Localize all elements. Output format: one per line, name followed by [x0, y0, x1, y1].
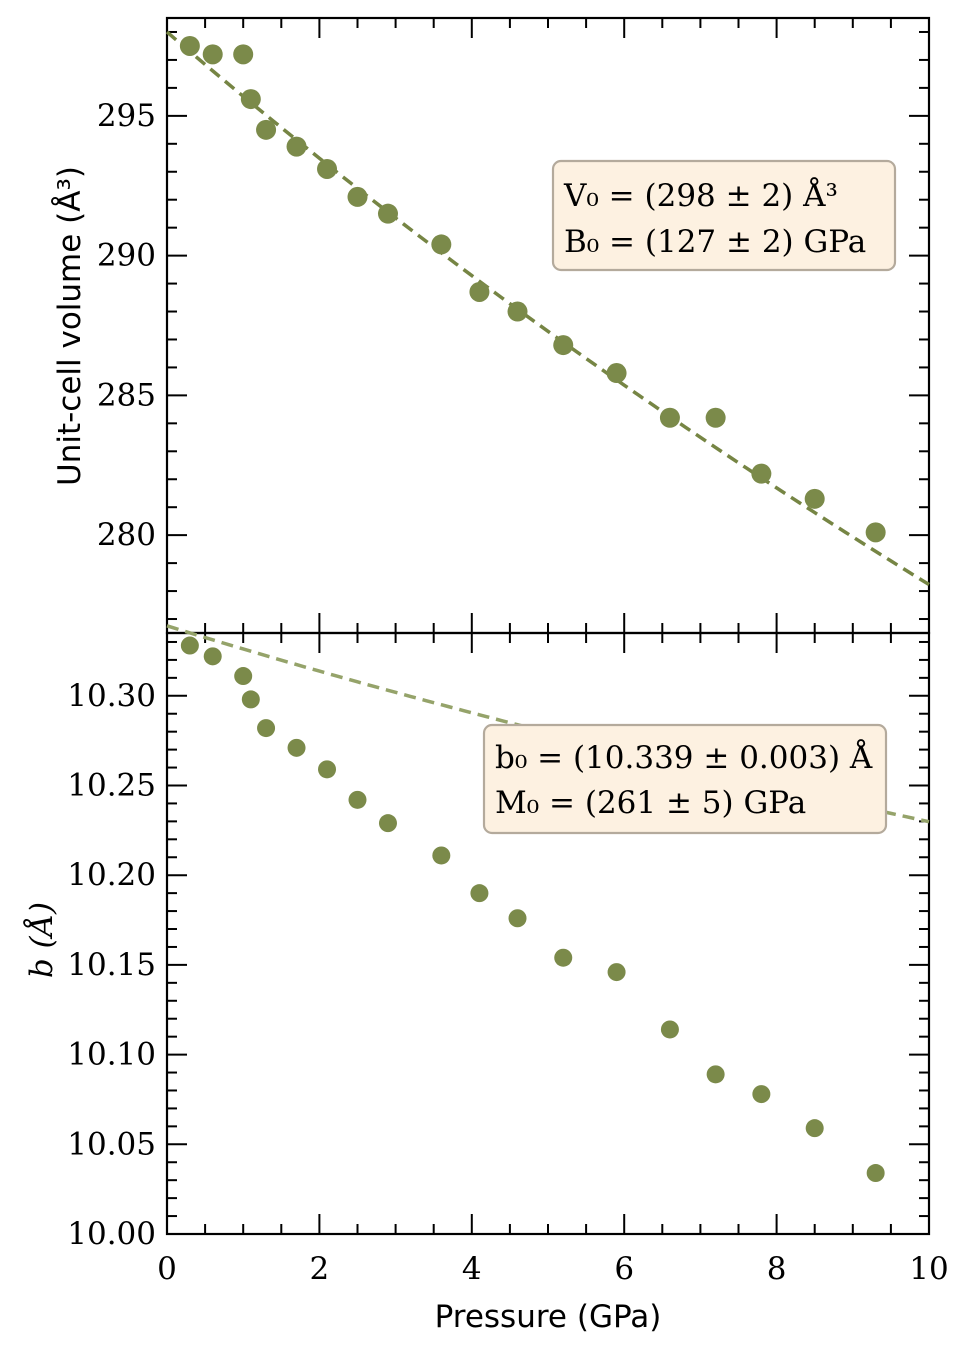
bottom-data-point	[203, 647, 222, 666]
fit-lines	[165, 30, 930, 824]
bottom-data-point	[805, 1119, 824, 1138]
top-data-point	[202, 44, 223, 65]
y-tick-label: 10.05	[67, 1126, 156, 1162]
bottom-data-point	[234, 667, 253, 686]
top-data-point	[240, 89, 261, 110]
x-tick-label: 10	[909, 1251, 948, 1287]
top-data-point	[256, 119, 277, 140]
bottom-data-point	[257, 719, 276, 738]
top-data-point	[233, 44, 254, 65]
top-data-point	[317, 158, 338, 179]
bottom-data-point	[348, 790, 367, 809]
y-tick-label: 10.20	[67, 857, 156, 893]
y-tick-label: 10.15	[67, 947, 156, 983]
top-data-point	[347, 186, 368, 207]
bottom-data-point	[378, 814, 397, 833]
top-data-point	[553, 335, 574, 356]
top-data-point	[431, 234, 452, 255]
x-tick-label: 4	[462, 1251, 482, 1287]
ticks-layer	[166, 18, 930, 1235]
bottom-data-point	[752, 1085, 771, 1104]
top-data-point	[659, 407, 680, 428]
bottom-y-axis-label: b (Å)	[22, 902, 60, 978]
bottom-data-point	[287, 738, 306, 757]
bottom-data-point	[607, 963, 626, 982]
y-tick-label: 10.30	[67, 678, 156, 714]
y-tick-label: 285	[97, 377, 156, 413]
x-tick-label: 2	[310, 1251, 330, 1287]
x-tick-label: 0	[157, 1251, 177, 1287]
bottom-data-point	[866, 1164, 885, 1183]
y-tick-label: 295	[97, 98, 156, 134]
y-tick-label: 290	[97, 238, 156, 274]
top-data-point	[865, 522, 886, 543]
annotation-line: V₀ = (298 ± 2) Å³	[563, 176, 838, 214]
bottom-data-point	[554, 948, 573, 967]
y-tick-label: 10.25	[67, 767, 156, 803]
top-data-point	[804, 488, 825, 509]
bottom-panel-frame	[165, 631, 931, 1236]
top-data-point	[286, 136, 307, 157]
top-data-point	[469, 281, 490, 302]
annotation-line: M₀ = (261 ± 5) GPa	[495, 785, 806, 821]
top-data-point	[705, 407, 726, 428]
data-points	[179, 35, 886, 1183]
bottom-data-point	[470, 884, 489, 903]
top-data-point	[606, 363, 627, 384]
x-tick-label: 6	[614, 1251, 634, 1287]
annotation-line: b₀ = (10.339 ± 0.003) Å	[495, 738, 873, 776]
bottom-data-point	[508, 909, 527, 928]
bottom-data-point	[241, 690, 260, 709]
top-y-axis-label: Unit-cell volume (Å³)	[52, 166, 88, 486]
top-data-point	[179, 35, 200, 56]
fit-curve	[165, 30, 930, 587]
top-data-point	[507, 301, 528, 322]
top-data-point	[377, 203, 398, 224]
bottom-data-point	[180, 636, 199, 655]
tick-labels: 28028529029510.0010.0510.1010.1510.2010.…	[67, 98, 948, 1287]
bottom-data-point	[706, 1065, 725, 1084]
annotation-line: B₀ = (127 ± 2) GPa	[564, 224, 866, 260]
y-tick-label: 10.10	[67, 1037, 156, 1073]
bottom-data-point	[432, 846, 451, 865]
bottom-data-point	[318, 760, 337, 779]
top-panel-frame	[165, 16, 931, 635]
y-tick-label: 10.00	[67, 1216, 156, 1252]
x-tick-label: 8	[767, 1251, 787, 1287]
bottom-annotation-box: b₀ = (10.339 ± 0.003) Å M₀ = (261 ± 5) G…	[482, 723, 888, 835]
x-axis-label: Pressure (GPa)	[435, 1299, 662, 1335]
y-tick-label: 280	[97, 517, 156, 553]
top-annotation-box: V₀ = (298 ± 2) Å³ B₀ = (127 ± 2) GPa	[551, 159, 897, 272]
top-data-point	[751, 463, 772, 484]
bottom-data-point	[660, 1020, 679, 1039]
